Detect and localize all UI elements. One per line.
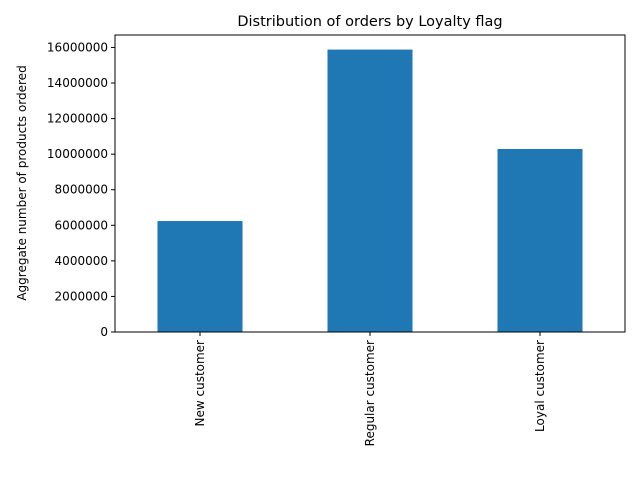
x-axis-ticks: New customer Regular customer Loyal custom… xyxy=(193,332,547,446)
y-tick-label: 6000000 xyxy=(55,218,108,232)
y-tick-label: 16000000 xyxy=(47,40,108,54)
x-tick-label: Loyal customer xyxy=(533,340,547,432)
plot-frame xyxy=(114,34,626,333)
y-tick-label: 12000000 xyxy=(47,112,108,126)
chart-title: Distribution of orders by Loyalty flag xyxy=(237,14,502,30)
x-tick-label: Regular customer xyxy=(363,340,377,446)
y-tick-label: 10000000 xyxy=(47,147,108,161)
bar-new-customer xyxy=(157,221,243,332)
y-tick-label: 0 xyxy=(100,325,108,339)
y-axis-ticks: 0 2000000 4000000 6000000 8000000 10000000 120… xyxy=(47,40,115,339)
x-tick-label: New customer xyxy=(193,340,207,427)
y-tick-label: 2000000 xyxy=(55,289,108,303)
y-tick-label: 14000000 xyxy=(47,76,108,90)
bars-group xyxy=(157,49,583,333)
bar-loyal-customer xyxy=(497,148,583,332)
y-tick-label: 4000000 xyxy=(55,254,108,268)
y-axis-label: Aggregate number of products ordered xyxy=(15,65,29,300)
y-tick-label: 8000000 xyxy=(55,183,108,197)
bar-regular-customer xyxy=(327,49,413,333)
